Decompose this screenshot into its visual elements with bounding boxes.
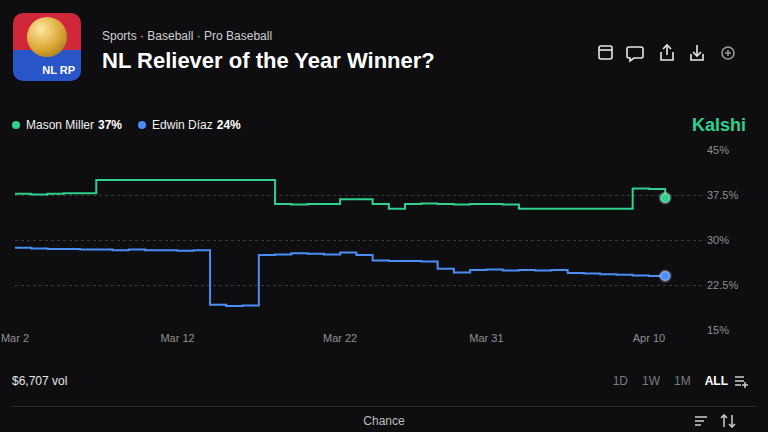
svg-text:Mar 12: Mar 12: [160, 332, 194, 344]
html-text:ALL: ALL: [704, 374, 728, 388]
svg-text:Mar 31: Mar 31: [469, 332, 503, 344]
html-text:Mason Miller 37%: Mason Miller 37%: [26, 118, 122, 132]
html-text:Edwin Díaz 24%: Edwin Díaz 24%: [152, 118, 241, 132]
svg-text:Apr 10: Apr 10: [633, 332, 665, 344]
html-text:Sports · Baseball · Pro Baseba: Sports · Baseball · Pro Baseball: [102, 29, 273, 43]
svg-text:15%: 15%: [707, 324, 729, 336]
svg-text:37.5%: 37.5%: [707, 189, 738, 201]
html-text:NL Reliever of the Year Winner: NL Reliever of the Year Winner?: [102, 48, 435, 73]
html-text:$6,707 vol: $6,707 vol: [12, 374, 68, 388]
html-text:NL RP: NL RP: [42, 64, 75, 76]
html-text:1W: 1W: [642, 374, 660, 388]
html-text:Chance: Chance: [363, 414, 405, 428]
html-text:1M: 1M: [674, 374, 691, 388]
svg-text:45%: 45%: [707, 144, 729, 156]
svg-text:Mar 2: Mar 2: [1, 332, 29, 344]
svg-text:22.5%: 22.5%: [707, 279, 738, 291]
html-text:Kalshi: Kalshi: [692, 115, 746, 135]
svg-text:30%: 30%: [707, 234, 729, 246]
svg-text:Mar 22: Mar 22: [323, 332, 357, 344]
html-text:1D: 1D: [612, 374, 628, 388]
